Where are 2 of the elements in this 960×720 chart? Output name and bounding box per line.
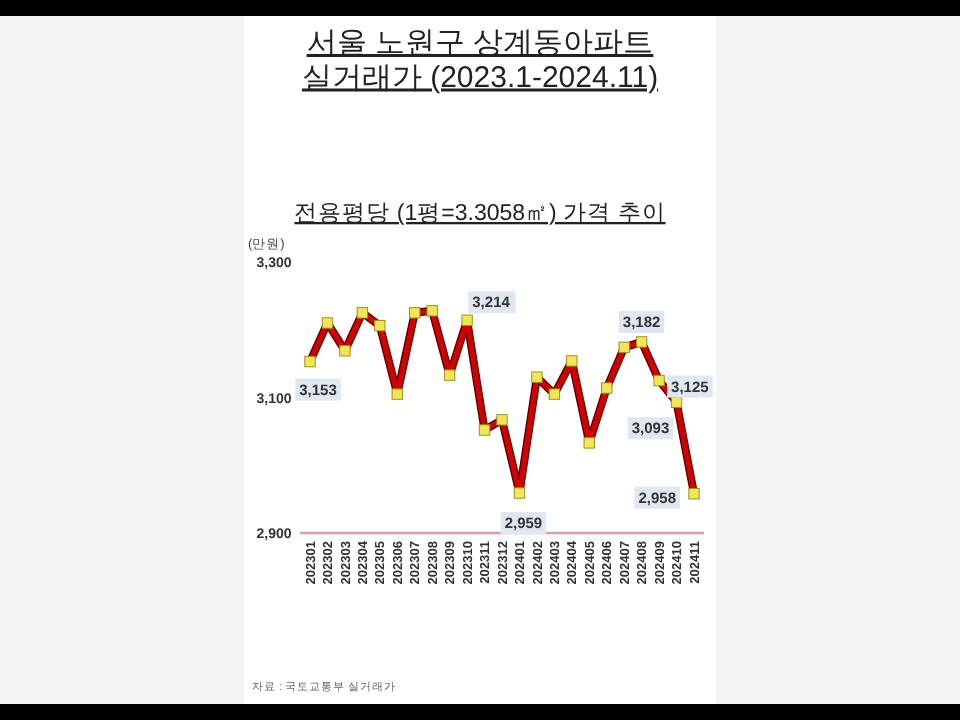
chart-title: 서울 노원구 상계동아파트 실거래가 (2023.1-2024.11) (301, 26, 659, 95)
chart-subtitle: 전용평당 (1평=3.3058㎡) 가격 추이 (294, 202, 666, 226)
